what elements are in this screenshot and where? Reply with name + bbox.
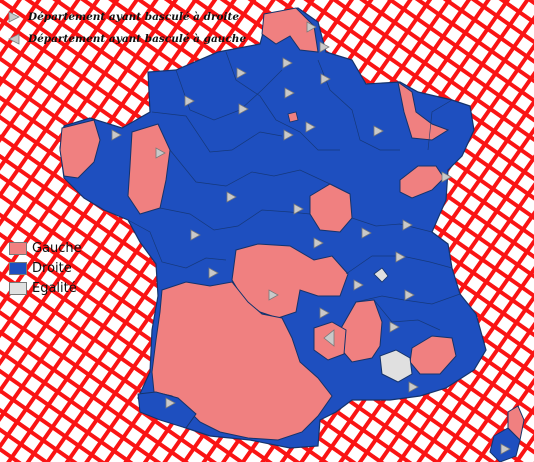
- egalite-swatch: [9, 281, 27, 295]
- legend-egalite-label: Egalité: [32, 280, 77, 296]
- triangle-right-icon: [408, 381, 419, 393]
- triangle-right-icon: [238, 103, 249, 115]
- triangle-right-icon: [155, 147, 166, 159]
- legend-shift-left: Département ayant basculé à gauche: [8, 28, 246, 50]
- triangle-right-icon: [404, 289, 415, 301]
- triangle-right-icon: [111, 129, 122, 141]
- triangle-right-icon: [236, 67, 247, 79]
- doubs-gauche: [399, 165, 445, 199]
- triangle-right-icon: [208, 267, 219, 279]
- lorraine-gauche: [397, 80, 450, 141]
- triangle-right-icon: [402, 219, 413, 231]
- triangle-right-icon: [500, 443, 511, 455]
- legend-shift-right: Département ayant basculé à droite: [8, 6, 246, 28]
- color-legend: Gauche Droite Egalité: [9, 238, 82, 298]
- triangle-right-icon: [373, 125, 384, 137]
- vaucluse-egalite: [379, 349, 413, 383]
- legend-droite: Droite: [9, 258, 82, 278]
- finistere-gauche: [59, 119, 101, 179]
- triangle-right-icon: [313, 237, 324, 249]
- haute-corse-gauche: [507, 405, 525, 442]
- legend-shift-left-label: Département ayant basculé à gauche: [28, 33, 247, 45]
- shift-legend: Département ayant basculé à droite Dépar…: [8, 6, 246, 50]
- shift-markers: [111, 21, 511, 455]
- triangle-right-icon: [268, 289, 279, 301]
- triangle-right-icon: [165, 397, 176, 409]
- triangle-right-icon: [353, 279, 364, 291]
- gauche-swatch: [9, 241, 27, 255]
- paris-gauche: [287, 111, 299, 123]
- triangle-right-icon: [395, 251, 406, 263]
- triangle-right-icon: [184, 95, 195, 107]
- nievre-gauche: [309, 183, 353, 233]
- triangle-right-icon: [361, 227, 372, 239]
- rhone-egalite: [373, 267, 389, 283]
- hautes-alpes-gauche: [409, 335, 457, 375]
- triangle-right-icon: [282, 57, 293, 69]
- triangle-right-icon: [320, 73, 331, 85]
- triangle-right-icon: [8, 11, 20, 23]
- triangle-right-icon: [441, 171, 452, 183]
- triangle-right-icon: [306, 21, 317, 33]
- triangle-right-icon: [293, 203, 304, 215]
- triangle-right-icon: [284, 87, 295, 99]
- legend-egalite: Egalité: [9, 278, 82, 298]
- triangle-right-icon: [389, 321, 400, 333]
- triangle-right-icon: [226, 191, 237, 203]
- triangle-right-icon: [190, 229, 201, 241]
- droite-swatch: [9, 261, 27, 275]
- south-west-gauche: [151, 281, 333, 441]
- legend-gauche-label: Gauche: [32, 240, 82, 256]
- pyrenees-atlantiques: [137, 391, 197, 429]
- triangle-right-icon: [319, 307, 330, 319]
- legend-gauche: Gauche: [9, 238, 82, 258]
- triangle-right-icon: [305, 121, 316, 133]
- triangle-right-icon: [319, 41, 330, 53]
- triangle-left-icon: [323, 329, 335, 347]
- triangle-right-icon: [283, 129, 294, 141]
- legend-droite-label: Droite: [32, 260, 72, 276]
- legend-shift-right-label: Département ayant basculé à droite: [28, 11, 240, 23]
- nord-gauche: [261, 7, 319, 53]
- triangle-left-icon: [8, 33, 20, 45]
